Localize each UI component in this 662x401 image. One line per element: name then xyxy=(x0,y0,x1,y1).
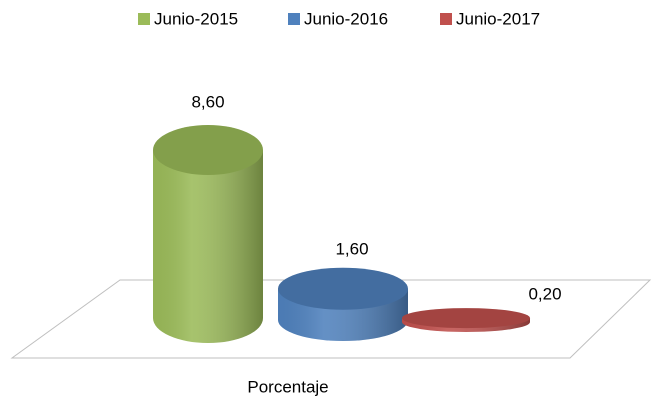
cylinder-top xyxy=(278,267,408,310)
cylinder-top-shade xyxy=(402,308,530,329)
legend-label: Junio-2016 xyxy=(304,9,388,28)
legend-swatch xyxy=(440,13,452,25)
cylinder-top xyxy=(402,308,530,329)
legend-swatch xyxy=(288,13,300,25)
x-tick-label: Porcentaje xyxy=(247,377,328,396)
legend-label: Junio-2017 xyxy=(456,9,540,28)
cylinder-top-shade xyxy=(278,267,408,310)
legend-swatch xyxy=(138,13,150,25)
cylinder-shade xyxy=(153,150,263,343)
value-label: 0,20 xyxy=(528,284,561,303)
value-label: 8,60 xyxy=(191,92,224,111)
legend-label: Junio-2015 xyxy=(154,9,238,28)
value-label: 1,60 xyxy=(335,239,368,258)
floor xyxy=(10,279,652,359)
cylinder-top xyxy=(153,125,263,175)
cylinder-top-shade xyxy=(153,125,263,175)
